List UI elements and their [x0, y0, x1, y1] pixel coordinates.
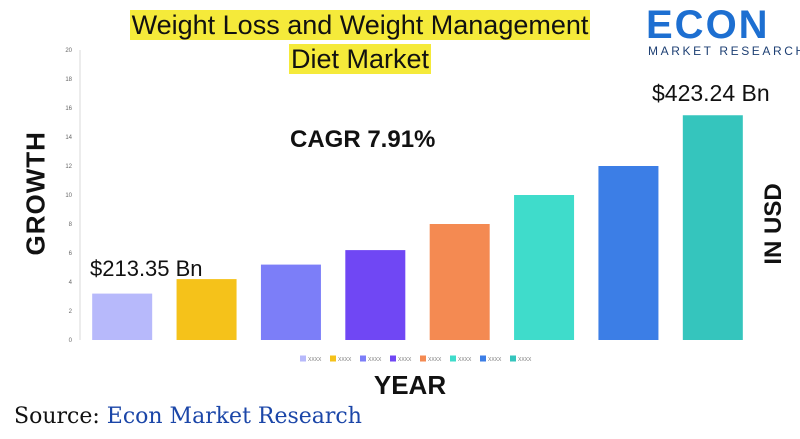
y-tick-label: 6 — [69, 251, 73, 257]
legend-label: XXXX — [308, 357, 322, 363]
legend-swatch — [390, 355, 396, 362]
title-line-2: Diet Market — [288, 44, 432, 74]
econ-logo: ECON MARKET RESEARCH — [646, 3, 800, 60]
y-axis-label: GROWTH — [20, 131, 51, 256]
legend-label: XXXX — [338, 357, 352, 363]
start-value-annotation: $213.35 Bn — [90, 256, 203, 281]
legend-label: XXXX — [398, 357, 412, 363]
y-axis: 0 2 4 6 8 10 12 14 16 18 20 — [65, 48, 81, 344]
y-tick-label: 20 — [65, 48, 72, 54]
legend-label: XXXX — [518, 357, 532, 363]
source-prefix: Source: — [14, 404, 100, 429]
y-tick-label: 0 — [69, 338, 73, 344]
y-tick-label: 4 — [69, 280, 73, 286]
legend-swatch — [330, 355, 336, 362]
bar — [682, 115, 743, 340]
legend-label: XXXX — [368, 357, 382, 363]
source-line: Source: Econ Market Research — [14, 404, 362, 429]
legend-swatch — [360, 355, 366, 362]
y-tick-label: 16 — [65, 106, 72, 112]
bar — [429, 224, 490, 340]
bar — [176, 279, 237, 340]
y-tick-label: 14 — [65, 135, 72, 141]
y-tick-label: 10 — [65, 193, 72, 199]
bar — [514, 195, 575, 340]
x-axis-label: YEAR — [373, 370, 447, 400]
bar — [345, 250, 406, 340]
bar — [598, 166, 659, 340]
logo-subtitle: MARKET RESEARCH — [648, 44, 800, 58]
bars — [92, 115, 743, 340]
bar — [92, 293, 153, 340]
y-tick-label: 18 — [65, 77, 72, 83]
legend: XXXX XXXX XXXX XXXX XXXX XXXX XXXX XXXX — [300, 355, 532, 363]
y-axis-unit-label: IN USD — [760, 183, 787, 265]
legend-label: XXXX — [488, 357, 502, 363]
chart-title: Weight Loss and Weight Management Diet M… — [80, 8, 640, 76]
y-tick-label: 2 — [69, 309, 73, 315]
source-name: Econ Market Research — [106, 404, 362, 429]
title-line-1: Weight Loss and Weight Management — [129, 10, 591, 40]
end-value-annotation: $423.24 Bn — [652, 80, 770, 106]
y-tick-label: 8 — [69, 222, 73, 228]
legend-swatch — [450, 355, 456, 362]
logo-wordmark: ECON — [646, 3, 770, 47]
legend-label: XXXX — [428, 357, 442, 363]
legend-swatch — [480, 355, 486, 362]
legend-swatch — [420, 355, 426, 362]
y-tick-label: 12 — [65, 164, 72, 170]
bar — [260, 264, 321, 340]
legend-swatch — [510, 355, 516, 362]
legend-label: XXXX — [458, 357, 472, 363]
legend-swatch — [300, 355, 306, 362]
cagr-annotation: CAGR 7.91% — [290, 126, 436, 153]
